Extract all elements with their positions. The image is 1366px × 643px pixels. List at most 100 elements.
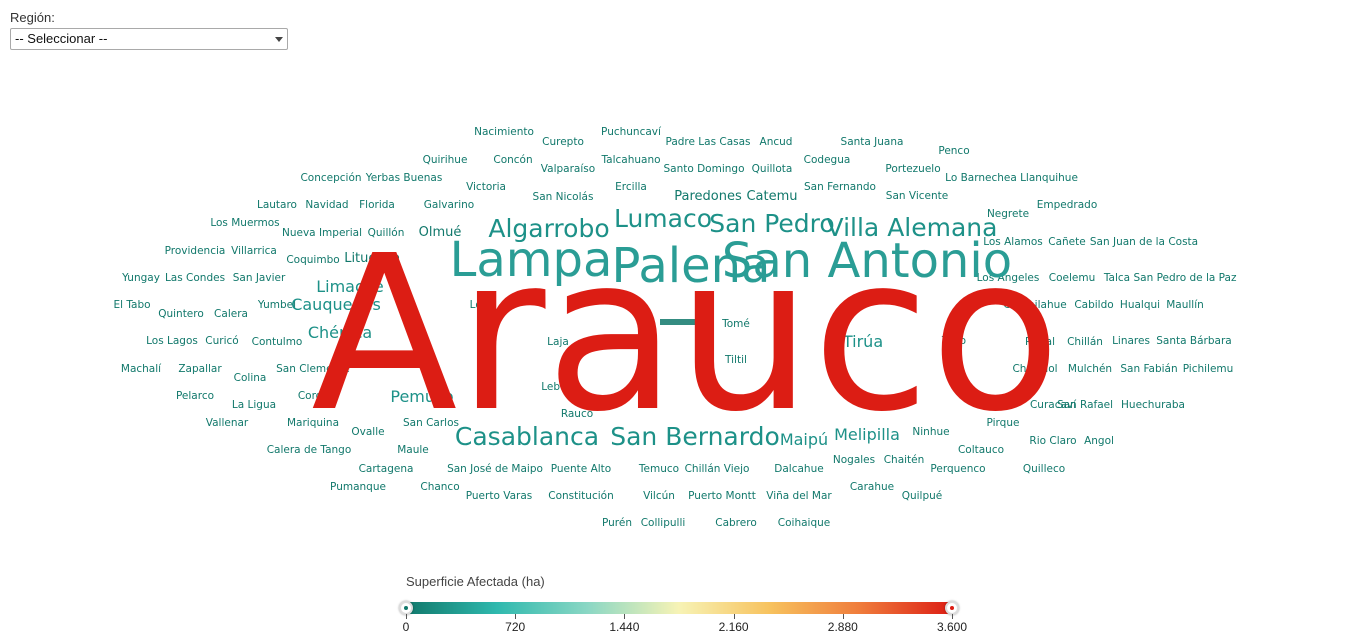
- cloud-word[interactable]: Temuco: [638, 463, 679, 475]
- cloud-word[interactable]: Laja: [547, 336, 569, 348]
- cloud-word[interactable]: Talca: [1103, 272, 1130, 284]
- cloud-word[interactable]: Coquimbo: [286, 254, 339, 266]
- cloud-word[interactable]: Coelemu: [1049, 272, 1095, 284]
- cloud-word[interactable]: Pelarco: [176, 390, 214, 402]
- cloud-word[interactable]: Villarrica: [231, 245, 277, 257]
- cloud-word[interactable]: Padre Las Casas: [665, 136, 750, 148]
- cloud-word[interactable]: Nacimiento: [474, 126, 534, 138]
- cloud-word[interactable]: Algarrobo: [488, 214, 609, 243]
- cloud-word[interactable]: Nogales: [833, 454, 875, 466]
- cloud-word[interactable]: Quirihue: [423, 154, 468, 166]
- cloud-word[interactable]: Lumaco: [614, 204, 712, 233]
- cloud-word[interactable]: Cabildo: [1074, 299, 1113, 311]
- cloud-word[interactable]: Chaitén: [884, 454, 925, 466]
- cloud-word[interactable]: Providencia: [165, 245, 226, 257]
- cloud-word[interactable]: Curacaví: [1030, 399, 1077, 411]
- cloud-word[interactable]: Cauquenes: [291, 295, 381, 314]
- cloud-word[interactable]: San Pedro de la Paz: [1134, 272, 1237, 284]
- cloud-word[interactable]: Calera de Tango: [267, 444, 352, 456]
- cloud-word[interactable]: Chépica: [308, 323, 372, 342]
- cloud-word[interactable]: Ovalle: [351, 426, 384, 438]
- cloud-word[interactable]: Puchuncaví: [601, 126, 662, 138]
- cloud-word[interactable]: Santo Domingo: [663, 163, 744, 175]
- cloud-word[interactable]: Villa Alemana: [827, 213, 998, 242]
- cloud-word[interactable]: Quilleco: [1023, 463, 1065, 475]
- cloud-word[interactable]: San Carlos: [403, 417, 459, 429]
- cloud-word[interactable]: Ninhue: [912, 426, 949, 438]
- cloud-word[interactable]: Parral: [1025, 336, 1055, 348]
- cloud-word[interactable]: Pumanque: [330, 481, 386, 493]
- cloud-word[interactable]: Rio Claro: [1029, 435, 1076, 447]
- cloud-word[interactable]: Santa Juana: [841, 136, 904, 148]
- cloud-word[interactable]: Navidad: [305, 199, 348, 211]
- cloud-word[interactable]: Puerto Varas: [466, 490, 532, 502]
- cloud-word[interactable]: Huechuraba: [1121, 399, 1185, 411]
- cloud-word[interactable]: Empedrado: [1037, 199, 1098, 211]
- cloud-word[interactable]: Llanquihue: [1020, 172, 1078, 184]
- cloud-word[interactable]: Collipulli: [641, 517, 686, 529]
- cloud-word[interactable]: Quintero: [158, 308, 204, 320]
- cloud-word[interactable]: Los Alamos: [983, 236, 1043, 248]
- cloud-word[interactable]: Yumbel: [257, 299, 296, 311]
- cloud-word[interactable]: Lo Barnechea: [945, 172, 1017, 184]
- cloud-word[interactable]: Carahue: [850, 481, 894, 493]
- cloud-word[interactable]: Paredones: [674, 189, 742, 204]
- cloud-word[interactable]: Maule: [397, 444, 429, 456]
- cloud-word[interactable]: Zapallar: [178, 363, 222, 375]
- cloud-word[interactable]: Limache: [316, 277, 384, 296]
- cloud-word[interactable]: Chol­chol: [1012, 363, 1057, 375]
- cloud-word[interactable]: Galvarino: [424, 199, 474, 211]
- cloud-word[interactable]: Chanco: [420, 481, 459, 493]
- cloud-word[interactable]: Codegua: [804, 154, 851, 166]
- cloud-word[interactable]: San Juan de la Costa: [1090, 236, 1198, 248]
- cloud-word[interactable]: Mulchén: [1068, 363, 1112, 375]
- cloud-word[interactable]: Penco: [938, 145, 969, 157]
- cloud-word[interactable]: Curicó: [205, 335, 238, 347]
- cloud-word[interactable]: Lota: [470, 299, 493, 311]
- cloud-word[interactable]: Yungay: [121, 272, 160, 284]
- cloud-word[interactable]: Chillán: [1067, 336, 1103, 348]
- cloud-word[interactable]: Linares: [1112, 335, 1150, 347]
- legend-max-handle[interactable]: [945, 601, 959, 615]
- cloud-word[interactable]: Pirque: [987, 417, 1020, 429]
- cloud-word[interactable]: Los Muermos: [210, 217, 279, 229]
- cloud-word[interactable]: Litueche: [344, 251, 400, 266]
- cloud-word[interactable]: Teno: [941, 335, 966, 347]
- cloud-word[interactable]: Curepto: [542, 136, 584, 148]
- cloud-word[interactable]: Ancud: [760, 136, 793, 148]
- cloud-word[interactable]: Puente Alto: [551, 463, 611, 475]
- cloud-word[interactable]: Santa Bárbara: [1156, 335, 1231, 347]
- cloud-word[interactable]: Machalí: [121, 363, 162, 375]
- cloud-word[interactable]: Valparaíso: [541, 163, 595, 175]
- cloud-word[interactable]: Vilcún: [643, 490, 675, 502]
- cloud-word[interactable]: Coihaique: [778, 517, 830, 529]
- cloud-word[interactable]: Curanilahue: [1003, 299, 1066, 311]
- cloud-word[interactable]: Catemu: [746, 189, 797, 204]
- cloud-word[interactable]: Pemuco: [390, 387, 453, 406]
- cloud-word[interactable]: Quillota: [752, 163, 793, 175]
- cloud-word[interactable]: Las Condes: [165, 272, 225, 284]
- cloud-word[interactable]: Tirúa: [842, 332, 883, 351]
- cloud-word[interactable]: San Fabián: [1120, 363, 1177, 375]
- cloud-word[interactable]: Pichilemu: [1183, 363, 1234, 375]
- cloud-word[interactable]: Quilpué: [902, 490, 943, 502]
- cloud-word[interactable]: Contulmo: [252, 336, 303, 348]
- cloud-word[interactable]: Los Angeles: [977, 272, 1040, 284]
- cloud-word[interactable]: Palena: [612, 238, 771, 294]
- cloud-word[interactable]: El Tabo: [113, 299, 150, 311]
- cloud-word[interactable]: Colina: [234, 372, 267, 384]
- cloud-word[interactable]: La Ligua: [232, 399, 276, 411]
- cloud-word[interactable]: Negrete: [987, 208, 1029, 220]
- cloud-word[interactable]: Nueva Imperial: [282, 227, 362, 239]
- cloud-word[interactable]: Tomé: [721, 318, 750, 330]
- cloud-word[interactable]: Olmué: [419, 225, 462, 240]
- cloud-word[interactable]: Lebu: [541, 381, 566, 393]
- cloud-word[interactable]: San Rafael: [1057, 399, 1113, 411]
- cloud-word[interactable]: Rauco: [561, 408, 593, 420]
- cloud-word[interactable]: Cabrero: [715, 517, 757, 529]
- cloud-word[interactable]: Mariquina: [287, 417, 339, 429]
- cloud-word[interactable]: Concón: [493, 154, 532, 166]
- cloud-word[interactable]: Talcahuano: [600, 154, 660, 166]
- cloud-word[interactable]: Chillán Viejo: [685, 463, 750, 475]
- cloud-word[interactable]: Cartagena: [359, 463, 414, 475]
